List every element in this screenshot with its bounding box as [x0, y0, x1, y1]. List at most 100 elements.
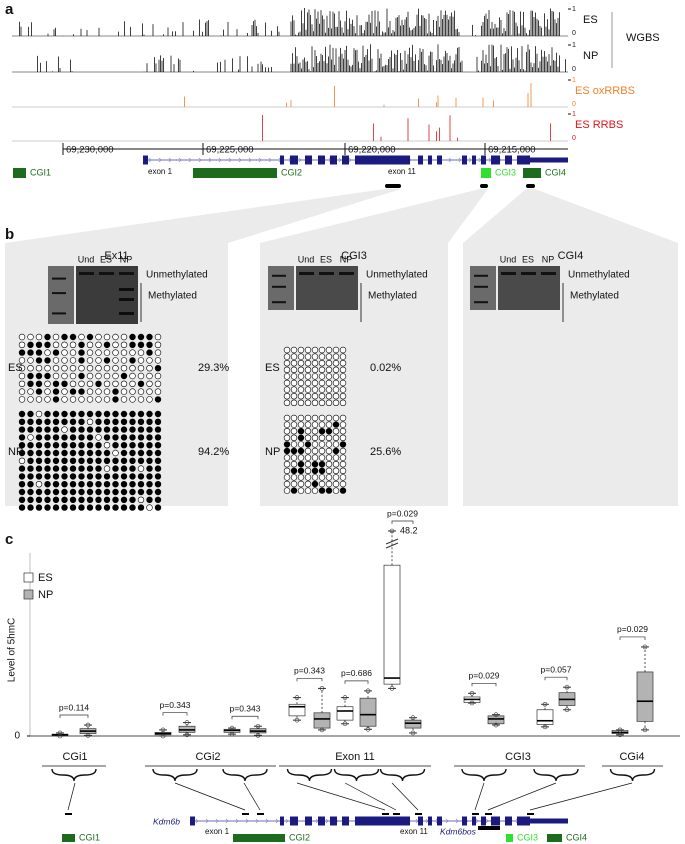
cpg-dot	[318, 421, 326, 428]
cpg-dot	[112, 426, 119, 433]
p-value: p=0.343	[294, 666, 325, 676]
cgi-label: CGI3	[495, 167, 516, 177]
cpg-dot	[61, 341, 68, 348]
cpg-dot	[35, 357, 43, 364]
cpg-dot	[27, 504, 34, 511]
cpg-dot	[311, 434, 319, 441]
legend-label: NP	[38, 589, 53, 601]
cpg-dot	[120, 488, 128, 496]
cpg-dot	[52, 473, 60, 480]
cpg-dot	[78, 410, 85, 418]
cpg-dot	[120, 442, 128, 449]
cpg-dot	[137, 434, 145, 441]
legend-swatch	[23, 572, 34, 583]
cpg-dot	[61, 434, 68, 441]
cpg-dot	[304, 393, 312, 400]
cpg-dot	[27, 426, 34, 433]
exon	[428, 816, 432, 826]
strand-arrow	[235, 818, 239, 824]
cpg-dot	[290, 399, 298, 406]
exon	[290, 155, 298, 165]
cpg-dot	[283, 487, 291, 494]
cpg-dot	[103, 333, 111, 341]
cpg-dot	[27, 496, 34, 503]
strand-arrow	[458, 157, 462, 163]
track-name: ES	[583, 14, 598, 26]
cpg-dot	[61, 357, 68, 364]
exon	[305, 816, 312, 826]
cpg-dot	[283, 441, 291, 448]
p-value: p=0.343	[160, 700, 191, 710]
cpg-dot	[283, 366, 291, 373]
cpg-dot	[154, 372, 162, 380]
point	[342, 721, 348, 727]
exon	[355, 816, 410, 826]
cpg-dot	[146, 341, 153, 348]
coordinate: 69,220,000	[348, 145, 396, 156]
cpg-dot	[103, 426, 111, 433]
coordinate: 69,215,000	[488, 145, 536, 156]
cpg-dot	[95, 410, 102, 418]
exon	[481, 155, 486, 165]
cpg-dot	[290, 461, 298, 468]
cpg-dot	[103, 396, 111, 403]
exon	[318, 155, 325, 165]
brace	[286, 768, 333, 782]
cpg-dot	[103, 496, 111, 503]
lane-label: Und	[298, 254, 315, 264]
gel-band	[119, 272, 134, 275]
cpg-dot	[304, 360, 312, 367]
exon	[491, 816, 500, 826]
cpg-dot	[304, 447, 312, 455]
cpg-dot	[137, 496, 145, 503]
cpg-dot	[146, 333, 153, 341]
cpg-dot	[332, 467, 340, 474]
gene-name: Kdm6bos	[440, 826, 477, 836]
cpg-dot	[283, 346, 291, 354]
cpg-dot	[339, 366, 347, 373]
scale-min: 0	[572, 30, 576, 37]
cpg-dot	[69, 473, 77, 480]
cpg-dot	[146, 388, 153, 395]
cpg-dot	[311, 421, 319, 428]
cpg-dot	[137, 333, 145, 341]
cpg-dot	[137, 349, 145, 356]
cpg-dot	[95, 442, 102, 449]
cpg-dot	[137, 426, 145, 433]
axis-break	[385, 542, 399, 549]
cpg-dot	[78, 357, 85, 364]
cpg-dot	[120, 357, 128, 364]
cpg-dot	[297, 461, 305, 468]
cpg-dot	[52, 333, 60, 341]
cpg-dot	[27, 418, 34, 425]
cpg-dot	[52, 372, 60, 380]
cpg-dot	[61, 504, 68, 511]
p-value: p=0.686	[341, 668, 372, 678]
cpg-dot	[325, 441, 333, 448]
amplicon	[527, 813, 534, 815]
cpg-dot	[18, 341, 26, 348]
cpg-dot	[61, 442, 68, 449]
point	[342, 695, 348, 700]
cpg-dot	[78, 488, 85, 496]
cpg-dot	[35, 388, 43, 395]
cpg-dot	[311, 353, 319, 360]
cpg-dot	[78, 418, 85, 425]
cgi-bar	[481, 168, 491, 178]
cpg-dot	[18, 333, 26, 341]
cpg-dot	[103, 449, 111, 457]
cpg-dot	[52, 396, 60, 403]
cpg-dot	[137, 388, 145, 395]
gel-annotation: Unmethylated	[568, 270, 630, 281]
cpg-dot	[154, 434, 162, 441]
cpg-dot	[297, 474, 305, 481]
cpg-dot	[95, 504, 102, 511]
cpg-dot	[304, 461, 312, 468]
legend-label: ES	[38, 572, 53, 584]
cpg-dot	[78, 365, 85, 372]
strand-arrow	[248, 157, 252, 163]
cpg-dot	[137, 357, 145, 364]
cpg-dot	[95, 333, 102, 341]
strand-arrow	[205, 818, 209, 824]
cpg-dot	[44, 341, 51, 348]
